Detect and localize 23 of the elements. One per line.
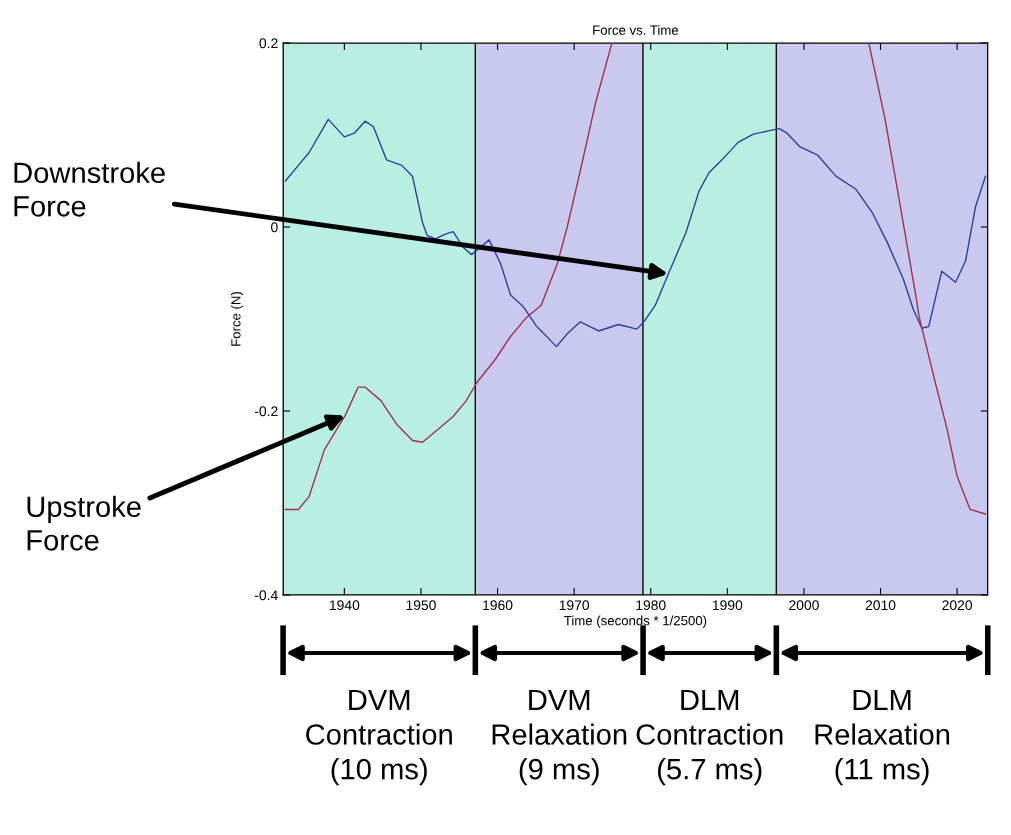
annotation: Downstroke Force — [14, 161, 165, 217]
annotation: Upstroke Force — [27, 495, 141, 551]
y-tick-label: -0.2 — [254, 406, 278, 417]
text: DLM Contraction (5.7 ms) — [636, 689, 783, 786]
line-series — [284, 118, 987, 348]
chart-title: Force vs. Time — [593, 25, 679, 35]
text: DVM Contraction (10 ms) — [306, 689, 452, 786]
x-axis-title: Time (seconds * 1/2500) — [564, 615, 707, 628]
x-tick-label: 2010 — [865, 600, 896, 611]
x-tick-label: 1940 — [329, 600, 360, 611]
y-tick-label: -0.4 — [254, 590, 278, 601]
x-tick-label: 1990 — [712, 600, 743, 611]
x-tick-label: 2020 — [942, 600, 973, 611]
text: DLM Relaxation (11 ms) — [815, 689, 950, 786]
y-tick-label: 0 — [271, 222, 278, 233]
x-tick-label: 1960 — [483, 600, 513, 611]
y-tick-label: 0.2 — [259, 38, 278, 49]
x-tick-label: 1980 — [636, 600, 666, 611]
x-tick-label: 1970 — [559, 600, 590, 611]
x-tick-label: 2000 — [789, 600, 819, 611]
x-tick-label: 1950 — [406, 600, 436, 611]
text: DVM Relaxation (9 ms) — [492, 689, 627, 786]
y-axis-title: Force (N) — [230, 291, 244, 346]
